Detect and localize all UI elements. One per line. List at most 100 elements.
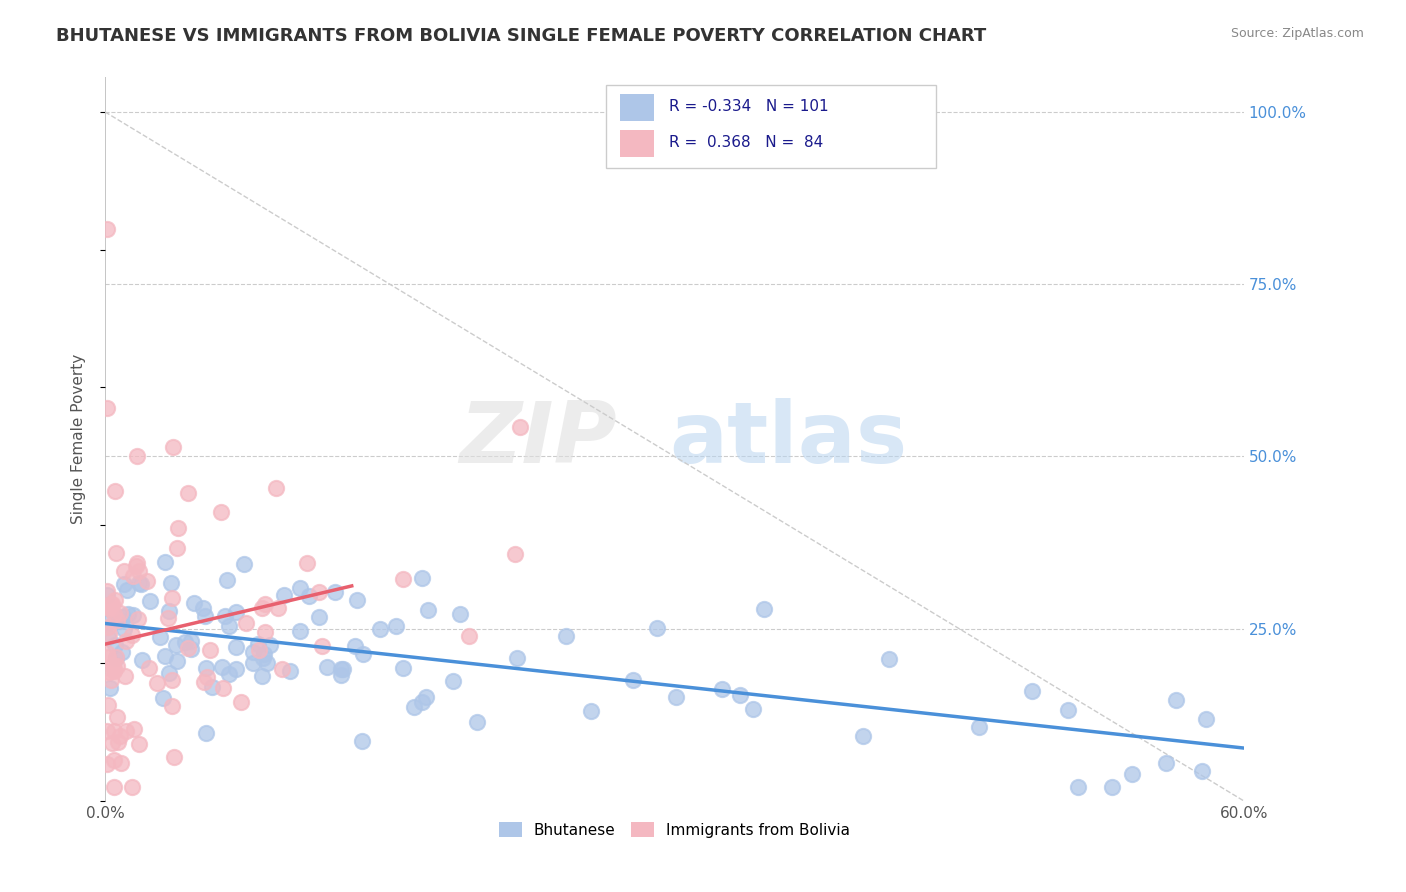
- Point: [128, 565, 150, 579]
- Point: [97, 630, 120, 644]
- Point: [121, 569, 143, 583]
- Point: [752, 602, 775, 616]
- Point: [235, 615, 257, 630]
- Point: [645, 621, 668, 635]
- Point: [112, 622, 135, 636]
- Point: [621, 673, 644, 687]
- Point: [250, 600, 273, 615]
- Point: [215, 573, 238, 587]
- Point: [105, 546, 128, 560]
- Point: [316, 660, 339, 674]
- Point: [329, 668, 352, 682]
- Point: [127, 450, 149, 464]
- Point: [104, 592, 127, 607]
- Point: [329, 662, 352, 676]
- Point: [103, 753, 125, 767]
- Point: [165, 638, 187, 652]
- Point: [212, 681, 235, 696]
- Point: [1156, 756, 1178, 770]
- Point: [177, 641, 200, 656]
- Point: [392, 661, 415, 675]
- Point: [96, 616, 118, 631]
- Point: [253, 597, 276, 611]
- Point: [343, 639, 366, 653]
- Point: [101, 658, 124, 673]
- Point: [256, 657, 278, 671]
- Point: [288, 582, 311, 596]
- Point: [247, 642, 270, 657]
- Point: [231, 695, 253, 709]
- Point: [457, 629, 479, 643]
- FancyBboxPatch shape: [620, 94, 654, 120]
- Point: [100, 600, 122, 615]
- Point: [392, 572, 415, 586]
- Point: [173, 635, 195, 649]
- Y-axis label: Single Female Poverty: Single Female Poverty: [72, 354, 86, 524]
- Point: [415, 690, 437, 704]
- Point: [290, 624, 312, 639]
- Point: [103, 662, 125, 676]
- Point: [1164, 692, 1187, 706]
- Point: [131, 653, 153, 667]
- Point: [163, 749, 186, 764]
- Point: [103, 664, 125, 678]
- Point: [852, 729, 875, 743]
- Point: [967, 720, 990, 734]
- Point: [108, 729, 131, 743]
- Point: [103, 607, 125, 621]
- Text: R =  0.368   N =  84: R = 0.368 N = 84: [669, 135, 823, 150]
- Point: [194, 609, 217, 624]
- Point: [352, 647, 374, 661]
- Point: [242, 645, 264, 659]
- Point: [139, 594, 162, 608]
- Point: [128, 575, 150, 590]
- Point: [127, 612, 149, 626]
- FancyBboxPatch shape: [620, 130, 654, 157]
- Point: [665, 690, 688, 705]
- Point: [152, 691, 174, 706]
- Point: [416, 603, 439, 617]
- Point: [278, 664, 301, 678]
- Point: [411, 695, 433, 709]
- Point: [111, 609, 134, 624]
- Point: [1191, 764, 1213, 778]
- Point: [252, 650, 274, 665]
- Point: [111, 645, 134, 659]
- Point: [103, 638, 125, 652]
- Point: [180, 642, 202, 657]
- Text: atlas: atlas: [669, 398, 907, 481]
- Point: [156, 611, 179, 625]
- Point: [879, 652, 901, 666]
- Point: [270, 662, 292, 676]
- Point: [711, 681, 734, 696]
- Point: [402, 700, 425, 714]
- Point: [384, 619, 406, 633]
- Point: [96, 724, 118, 739]
- Point: [273, 588, 295, 602]
- Point: [201, 680, 224, 694]
- Point: [110, 614, 132, 628]
- Text: BHUTANESE VS IMMIGRANTS FROM BOLIVIA SINGLE FEMALE POVERTY CORRELATION CHART: BHUTANESE VS IMMIGRANTS FROM BOLIVIA SIN…: [56, 27, 987, 45]
- Point: [555, 629, 578, 643]
- Point: [112, 564, 135, 578]
- Point: [108, 606, 131, 620]
- Point: [146, 675, 169, 690]
- Point: [1101, 780, 1123, 794]
- Point: [115, 582, 138, 597]
- Point: [100, 673, 122, 687]
- Point: [266, 481, 288, 495]
- Point: [114, 669, 136, 683]
- Point: [177, 486, 200, 500]
- Point: [125, 558, 148, 573]
- Text: Source: ZipAtlas.com: Source: ZipAtlas.com: [1230, 27, 1364, 40]
- Point: [465, 714, 488, 729]
- Point: [350, 734, 373, 748]
- Point: [96, 222, 118, 236]
- Point: [128, 737, 150, 751]
- Point: [579, 704, 602, 718]
- Point: [129, 576, 152, 591]
- Point: [121, 780, 143, 794]
- Point: [96, 583, 118, 598]
- Point: [121, 628, 143, 642]
- Point: [225, 662, 247, 676]
